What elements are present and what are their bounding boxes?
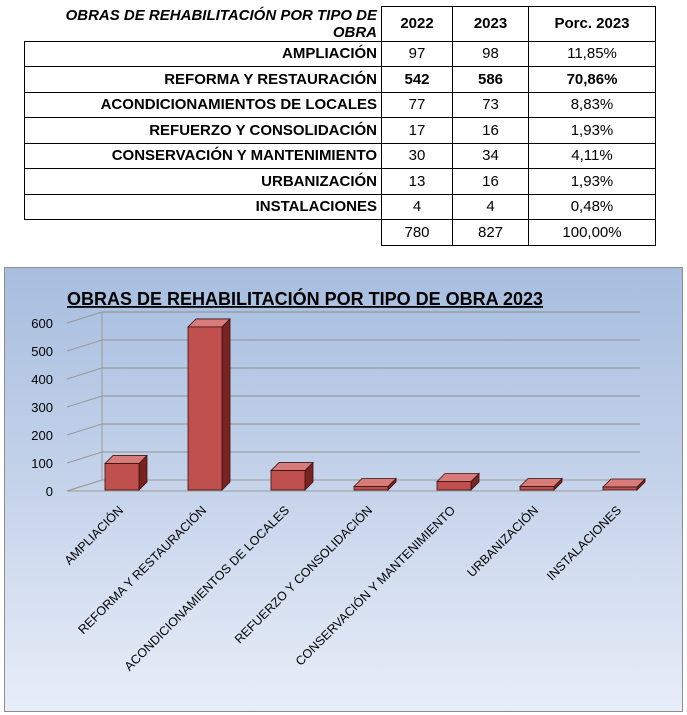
bar <box>270 461 314 491</box>
bar-top <box>187 318 231 328</box>
x-tick-label: AMPLIACIÓN <box>61 503 126 568</box>
bar <box>436 472 480 491</box>
y-tick-label: 600 <box>31 316 53 331</box>
cell-pct: 11,85% <box>528 40 656 67</box>
y-tick-label: 400 <box>31 372 53 387</box>
x-tick-label: REFORMA Y RESTAURACIÓN <box>75 503 209 637</box>
cell-2023: 73 <box>452 91 529 118</box>
bar-front <box>187 326 223 491</box>
x-tick-label: INSTALACIONES <box>544 503 624 583</box>
bar-top <box>353 478 397 487</box>
y-tick-label: 0 <box>46 484 53 499</box>
row-name: CONSERVACIÓN Y MANTENIMIENTO <box>24 142 382 169</box>
gridline-side <box>66 367 103 380</box>
cell-2022: 13 <box>381 168 453 195</box>
x-tick-label: ACONDICIONAMIENTOS DE LOCALES <box>122 503 292 673</box>
x-tick-label: REFUERZO Y CONSOLIDACIÓN <box>231 503 375 647</box>
cell-2023: 16 <box>452 168 529 195</box>
table-row: AMPLIACIÓN 97 98 11,85% <box>24 40 656 67</box>
x-tick-label: URBANIZACIÓN <box>464 503 541 580</box>
bar <box>187 317 231 491</box>
y-tick-label: 100 <box>31 456 53 471</box>
bar-top <box>602 478 646 488</box>
data-table: OBRAS DE REHABILITACIÓN POR TIPO DE OBRA… <box>24 6 656 246</box>
table-row: REFUERZO Y CONSOLIDACIÓN 17 16 1,93% <box>24 117 656 144</box>
cell-2022: 77 <box>381 91 453 118</box>
y-tick-label: 500 <box>31 344 53 359</box>
cell-pct: 4,11% <box>528 142 656 169</box>
table-row: CONSERVACIÓN Y MANTENIMIENTO 30 34 4,11% <box>24 142 656 169</box>
table-row: URBANIZACIÓN 13 16 1,93% <box>24 168 656 195</box>
total-2023: 827 <box>452 219 529 246</box>
bar-front <box>519 486 555 491</box>
bar-top <box>519 478 563 487</box>
cell-2022: 542 <box>381 66 453 93</box>
bar-side <box>221 317 231 491</box>
row-name: ACONDICIONAMIENTOS DE LOCALES <box>24 91 382 118</box>
bar-front <box>353 486 389 491</box>
bar-front <box>104 463 140 491</box>
col-header-2022: 2022 <box>381 6 453 42</box>
chart-title: OBRAS DE REHABILITACIÓN POR TIPO DE OBRA… <box>67 288 543 309</box>
col-header-pct: Porc. 2023 <box>528 6 656 42</box>
bar-top <box>270 462 314 471</box>
gridline-side <box>66 423 103 436</box>
table-title: OBRAS DE REHABILITACIÓN POR TIPO DE OBRA <box>24 6 382 42</box>
x-tick-label: CONSERVACIÓN Y MANTENIMIENTO <box>292 502 458 668</box>
gridline-side <box>66 395 103 408</box>
table-row: INSTALACIONES 4 4 0,48% <box>24 193 656 220</box>
row-name: INSTALACIONES <box>24 193 382 220</box>
table-header-row: OBRAS DE REHABILITACIÓN POR TIPO DE OBRA… <box>24 6 656 42</box>
row-name: URBANIZACIÓN <box>24 168 382 195</box>
bar-front <box>436 481 472 491</box>
row-name: REFORMA Y RESTAURACIÓN <box>24 66 382 93</box>
bar <box>104 454 148 491</box>
cell-2022: 17 <box>381 117 453 144</box>
row-name: REFUERZO Y CONSOLIDACIÓN <box>24 117 382 144</box>
cell-pct: 0,48% <box>528 193 656 220</box>
gridline-side <box>66 451 103 464</box>
gridline-side <box>66 339 103 352</box>
cell-pct: 8,83% <box>528 91 656 118</box>
gridline-side <box>66 311 103 324</box>
cell-pct: 1,93% <box>528 168 656 195</box>
cell-2023: 586 <box>452 66 529 93</box>
bar <box>353 477 397 491</box>
total-pct: 100,00% <box>528 219 656 246</box>
bar-front <box>270 470 306 491</box>
table-row: ACONDICIONAMIENTOS DE LOCALES 77 73 8,83… <box>24 91 656 118</box>
cell-2023: 98 <box>452 40 529 67</box>
cell-pct: 1,93% <box>528 117 656 144</box>
cell-2023: 16 <box>452 117 529 144</box>
cell-2022: 4 <box>381 193 453 220</box>
totals-blank <box>25 220 382 246</box>
cell-2022: 30 <box>381 142 453 169</box>
chart-panel: OBRAS DE REHABILITACIÓN POR TIPO DE OBRA… <box>4 267 683 712</box>
bar-front <box>602 486 638 491</box>
cell-2022: 97 <box>381 40 453 67</box>
bar <box>519 477 563 491</box>
table-row: REFORMA Y RESTAURACIÓN 542 586 70,86% <box>24 66 656 93</box>
cell-pct: 70,86% <box>528 66 656 93</box>
y-tick-label: 300 <box>31 400 53 415</box>
y-tick-label: 200 <box>31 428 53 443</box>
bar-top <box>436 473 480 482</box>
row-name: AMPLIACIÓN <box>24 40 382 67</box>
bar-chart: OBRAS DE REHABILITACIÓN POR TIPO DE OBRA… <box>31 288 646 674</box>
cell-2023: 34 <box>452 142 529 169</box>
table-totals-row: 780 827 100,00% <box>25 219 656 246</box>
cell-2023: 4 <box>452 193 529 220</box>
col-header-2023: 2023 <box>452 6 529 42</box>
total-2022: 780 <box>381 219 453 246</box>
bar-top <box>104 455 148 464</box>
bar <box>602 478 646 491</box>
